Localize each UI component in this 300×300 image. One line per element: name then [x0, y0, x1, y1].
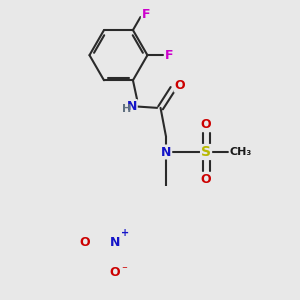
Text: O: O — [175, 79, 185, 92]
Text: O: O — [110, 266, 120, 279]
Text: N: N — [161, 146, 171, 158]
Text: F: F — [165, 49, 174, 62]
Text: O: O — [79, 236, 90, 249]
Text: H: H — [122, 103, 131, 114]
Text: N: N — [126, 100, 137, 113]
Text: +: + — [121, 228, 129, 238]
Text: O: O — [201, 173, 212, 186]
Text: CH₃: CH₃ — [230, 147, 252, 157]
Text: O: O — [201, 118, 212, 131]
Text: S: S — [201, 145, 211, 159]
Text: F: F — [142, 8, 150, 21]
Text: ⁻: ⁻ — [122, 265, 128, 275]
Text: N: N — [110, 236, 120, 249]
